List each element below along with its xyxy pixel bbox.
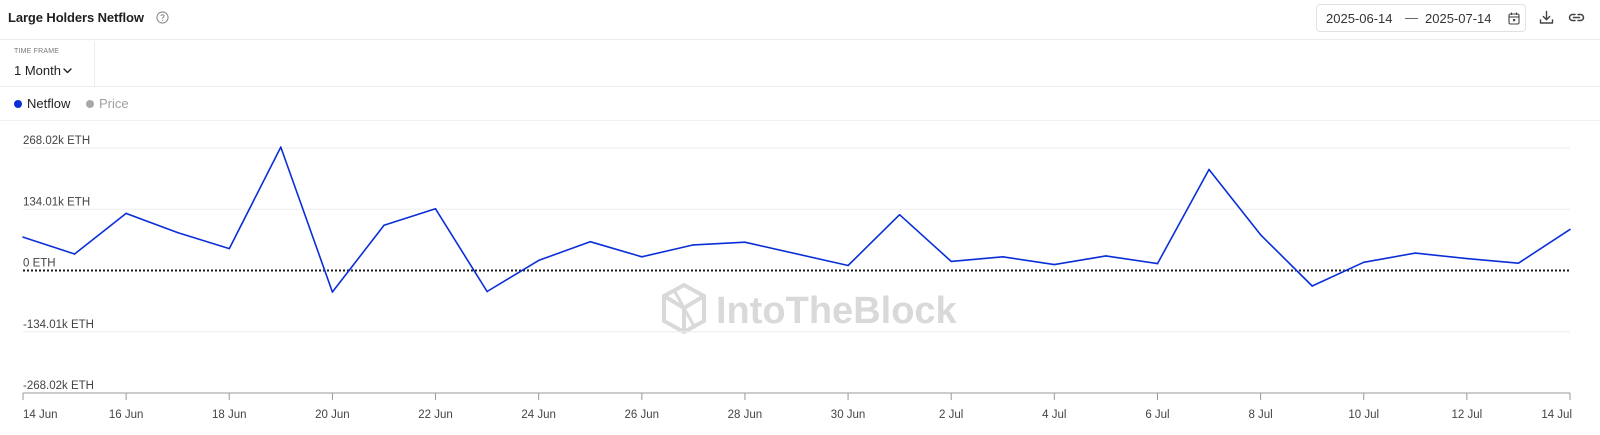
x-tick-label: 4 Jul bbox=[1042, 409, 1066, 421]
y-tick-label: -268.02k ETH bbox=[23, 380, 94, 392]
date-end[interactable]: 2025-07-14 bbox=[1425, 11, 1492, 26]
x-tick-label: 2 Jul bbox=[939, 409, 963, 421]
grid bbox=[23, 147, 1570, 333]
legend-dot-price bbox=[86, 100, 94, 108]
y-tick-label: 134.01k ETH bbox=[23, 196, 90, 208]
timeframe-label: TIME FRAME bbox=[14, 48, 60, 55]
legend-label-price: Price bbox=[99, 96, 129, 111]
y-tick-label: -134.01k ETH bbox=[23, 319, 94, 331]
x-tick-label: 8 Jul bbox=[1248, 409, 1272, 421]
data-point bbox=[73, 253, 76, 255]
x-tick-label: 6 Jul bbox=[1145, 409, 1169, 421]
data-point bbox=[1001, 255, 1004, 258]
data-point bbox=[847, 264, 849, 267]
x-tick-label: 14 Jun bbox=[23, 409, 58, 421]
x-tick-label: 16 Jun bbox=[109, 409, 144, 421]
data-point bbox=[125, 212, 127, 215]
page-title: Large Holders Netflow bbox=[8, 10, 144, 25]
data-point bbox=[1517, 262, 1520, 264]
data-point bbox=[537, 259, 540, 262]
divider bbox=[0, 86, 1600, 87]
data-point bbox=[1156, 262, 1159, 265]
data-point bbox=[280, 146, 282, 148]
data-point bbox=[898, 213, 901, 216]
chart-canvas: IntoTheBlock 268.02k ETH 134.01k ETH 0 ETH… bbox=[22, 135, 1572, 421]
series-netflow bbox=[22, 146, 1571, 293]
download-icon[interactable] bbox=[1539, 10, 1554, 25]
data-point bbox=[1466, 257, 1468, 260]
data-point bbox=[1105, 255, 1107, 257]
date-separator: — bbox=[1405, 10, 1418, 25]
y-tick-label: 0 ETH bbox=[23, 258, 56, 270]
data-point bbox=[692, 244, 695, 246]
data-point bbox=[383, 224, 385, 227]
data-point bbox=[1053, 263, 1056, 266]
data-point bbox=[589, 240, 592, 243]
x-tick-label: 10 Jul bbox=[1348, 409, 1379, 421]
data-point bbox=[228, 247, 231, 250]
help-icon[interactable] bbox=[156, 11, 169, 24]
data-point bbox=[950, 260, 952, 263]
x-tick-label: 24 Jun bbox=[521, 409, 556, 421]
x-tick-label: 20 Jun bbox=[315, 409, 350, 421]
data-point bbox=[1414, 252, 1417, 254]
timeframe-value[interactable]: 1 Month bbox=[14, 63, 61, 78]
x-tick-label: 28 Jun bbox=[728, 409, 763, 421]
calendar-icon[interactable] bbox=[1508, 12, 1520, 25]
legend-dot-netflow bbox=[14, 100, 22, 108]
data-point bbox=[22, 236, 24, 238]
x-tick-label: 14 Jul bbox=[1541, 409, 1572, 421]
data-point bbox=[1569, 228, 1571, 231]
data-point bbox=[1208, 168, 1210, 171]
y-axis-ticks: 268.02k ETH 134.01k ETH 0 ETH -134.01k ETH -… bbox=[23, 135, 94, 392]
x-tick-label: 22 Jun bbox=[418, 409, 453, 421]
data-point bbox=[176, 231, 179, 234]
data-point bbox=[486, 290, 488, 293]
chart-header: Large Holders Netflow 2025-06-14 — 2025-… bbox=[0, 0, 1600, 40]
x-tick-label: 12 Jul bbox=[1452, 409, 1483, 421]
date-range-picker[interactable]: 2025-06-14 — 2025-07-14 bbox=[1316, 4, 1526, 32]
x-axis: 14 Jun 16 Jun 18 Jun 20 Jun 22 Jun 24 Jun 26 J… bbox=[22, 392, 1572, 421]
data-point bbox=[1362, 261, 1365, 264]
x-tick-label: 18 Jun bbox=[212, 409, 247, 421]
legend-label-netflow: Netflow bbox=[27, 96, 71, 111]
data-point bbox=[744, 241, 746, 243]
netflow-chart: IntoTheBlock 268.02k ETH 134.01k ETH 0 ETH… bbox=[0, 121, 1600, 435]
x-tick-label: 30 Jun bbox=[831, 409, 866, 421]
date-start[interactable]: 2025-06-14 bbox=[1326, 11, 1393, 26]
x-tick-label: 26 Jun bbox=[625, 409, 660, 421]
series-line-netflow bbox=[22, 146, 1571, 293]
data-point bbox=[641, 255, 643, 258]
chevron-down-icon[interactable] bbox=[63, 68, 72, 74]
data-point bbox=[331, 291, 334, 293]
watermark-logo-icon bbox=[662, 282, 706, 335]
data-point bbox=[434, 207, 437, 210]
divider bbox=[0, 120, 1600, 121]
watermark-text: IntoTheBlock bbox=[716, 290, 958, 332]
data-point bbox=[1259, 234, 1262, 236]
watermark: IntoTheBlock bbox=[662, 282, 958, 335]
link-icon[interactable] bbox=[1568, 10, 1585, 25]
y-tick-label: 268.02k ETH bbox=[23, 135, 90, 147]
data-point bbox=[1311, 285, 1313, 287]
timeframe-selector[interactable]: TIME FRAME 1 Month bbox=[0, 41, 95, 86]
